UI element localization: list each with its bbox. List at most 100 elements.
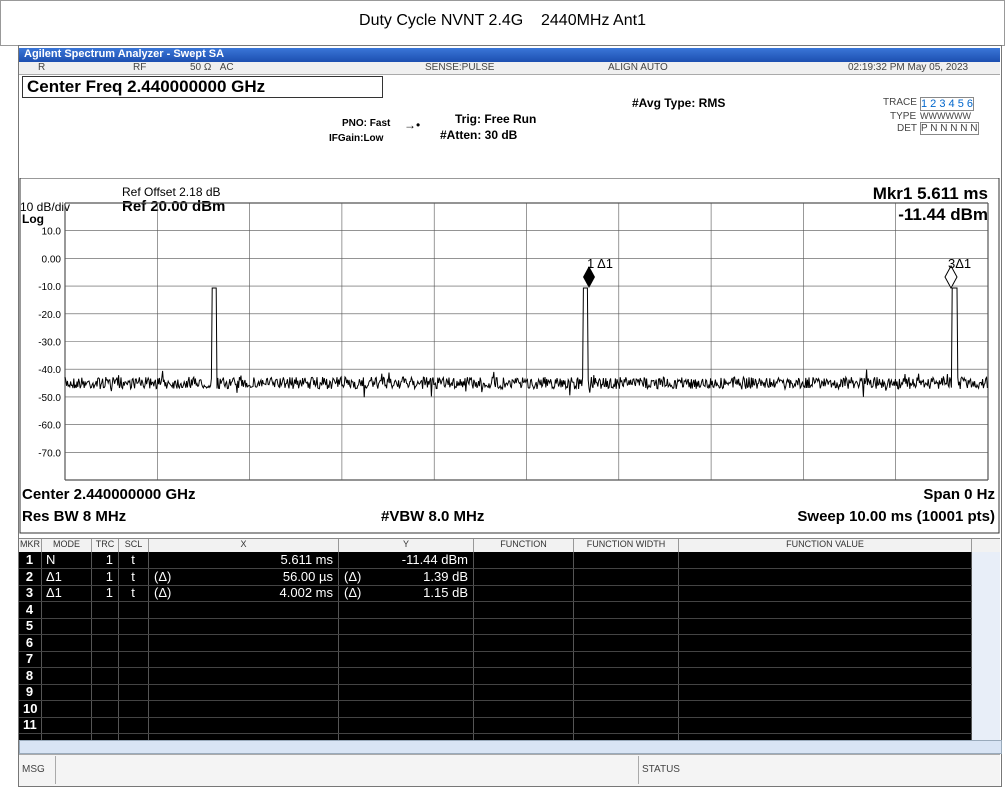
cell-scl: t <box>131 568 135 584</box>
status-footer: STATUS <box>642 764 680 775</box>
cell-mkr: 11 <box>23 717 37 732</box>
cell-y_ref: (Δ) <box>344 568 362 584</box>
scale: 10 dB/div <box>20 200 70 214</box>
y-label: -10.0 <box>38 282 61 293</box>
footer <box>19 754 1000 786</box>
row-line <box>19 716 972 718</box>
cell-x: 56.00 µs <box>282 568 333 584</box>
header-cell: FUNCTION WIDTH <box>574 539 679 552</box>
det-label: DET <box>897 123 917 134</box>
row-line <box>19 584 972 586</box>
cell-trc: 1 <box>105 552 113 567</box>
ref-level: Ref 20.00 dBm <box>122 198 225 215</box>
status-mode: R <box>38 62 46 73</box>
ifgain: IFGain:Low <box>329 133 384 144</box>
marker-table: MKR MODE TRC SCL X Y FUNCTION FUNCTION WIDTH FUN… <box>19 538 1000 741</box>
cell-scl: t <box>131 552 135 567</box>
col-line <box>678 552 679 741</box>
cell-mkr: 9 <box>25 684 34 699</box>
cell-mode: Δ1 <box>46 585 62 600</box>
status-bar <box>19 62 1000 75</box>
y-label: 0.00 <box>42 254 62 265</box>
log: Log <box>22 212 44 226</box>
window-title: Agilent Spectrum Analyzer - Swept SA <box>24 48 225 60</box>
cell-mkr: 6 <box>25 634 34 650</box>
marker-1 <box>583 266 595 288</box>
grid: 10.0 0.00 -10.0 -20.0 -30.0 -40.0 -50.0 -60.0 -7… <box>38 202 989 481</box>
pno: PNO: Fast <box>342 118 391 129</box>
cell-y: 1.39 dB <box>423 568 468 584</box>
trace-label: TRACE <box>883 97 917 108</box>
ref-offset: Ref Offset 2.18 dB <box>122 185 221 199</box>
col-line <box>473 552 474 741</box>
vbw: #VBW 8.0 MHz <box>381 508 484 525</box>
header-cell: MODE <box>42 539 92 552</box>
cell-y: 1.15 dB <box>423 585 468 600</box>
cell-mkr: 7 <box>25 651 34 666</box>
col-line <box>338 552 339 741</box>
type-label: TYPE <box>890 111 917 122</box>
col-line <box>91 552 92 741</box>
cell-scl: t <box>131 585 135 600</box>
y-label: -20.0 <box>38 310 61 321</box>
cell-x_ref: (Δ) <box>154 585 172 600</box>
center-freq: Center Freq 2.440000000 GHz <box>22 76 383 98</box>
y-label: -70.0 <box>38 448 61 459</box>
header-cell: FUNCTION <box>474 539 574 552</box>
msg: MSG <box>22 764 45 775</box>
cell-x: 4.002 ms <box>279 585 333 600</box>
trig: Trig: Free Run <box>455 112 537 126</box>
marker-3-label: 3Δ1 <box>948 256 971 271</box>
trace-nums: 1 2 3 4 5 6 <box>920 97 974 111</box>
header-cell: Y <box>339 539 474 552</box>
trig-icon: →• <box>404 118 421 132</box>
y-label: -30.0 <box>38 338 61 349</box>
cell-y_ref: (Δ) <box>344 585 362 600</box>
status-align: ALIGN AUTO <box>608 62 668 73</box>
col-line <box>573 552 574 741</box>
header-cell: FUNCTION VALUE <box>679 539 972 552</box>
cell-x: 5.611 ms <box>280 552 333 567</box>
col-line <box>148 552 149 741</box>
row-line <box>19 617 972 619</box>
col-line <box>971 552 972 741</box>
cell-mkr: 3 <box>25 585 34 600</box>
cell-mkr: 4 <box>25 601 34 617</box>
header-cell: MKR <box>19 539 42 552</box>
plot-frame <box>19 178 1000 534</box>
cell-trc: 1 <box>105 585 113 600</box>
marker-y: -11.44 dBm <box>898 205 988 224</box>
msg-area <box>55 756 639 784</box>
header-cell: X <box>149 539 339 552</box>
page-title: Duty Cycle NVNT 2.4G 2440MHz Ant1 <box>359 12 646 29</box>
center: Center 2.440000000 GHz <box>22 486 195 503</box>
row-line <box>19 683 972 685</box>
header-cell: SCL <box>119 539 149 552</box>
y-label: -60.0 <box>38 421 61 432</box>
y-label: -50.0 <box>38 393 61 404</box>
status-time: 02:19:32 PM May 05, 2023 <box>848 62 969 73</box>
status-sense: SENSE:PULSE <box>425 62 495 73</box>
cell-mode: N <box>46 552 56 567</box>
col-line <box>118 552 119 741</box>
cell-mkr: 5 <box>25 618 34 633</box>
status-input: 50 Ω AC <box>190 62 234 73</box>
cell-x_ref: (Δ) <box>154 568 172 584</box>
type-values: WWWWWW <box>920 111 971 121</box>
span: Span 0 Hz <box>923 486 995 503</box>
status-rf: RF <box>133 62 147 73</box>
row-line <box>19 650 972 652</box>
cell-trc: 1 <box>105 568 113 584</box>
marker-1-label: 1 Δ1 <box>587 256 613 271</box>
scrollbar[interactable] <box>19 740 1002 754</box>
row-line <box>19 634 972 635</box>
row-line <box>19 733 972 734</box>
trace <box>64 287 988 398</box>
marker-3 <box>944 264 958 290</box>
avg-type: #Avg Type: RMS <box>632 96 726 110</box>
plot: Ref Offset 2.18 dB 10 dB/div Ref 20.00 d… <box>19 178 1000 534</box>
det-values: P N N N N N <box>920 122 979 135</box>
cell-mkr: 8 <box>25 667 34 683</box>
row-line <box>19 667 972 668</box>
